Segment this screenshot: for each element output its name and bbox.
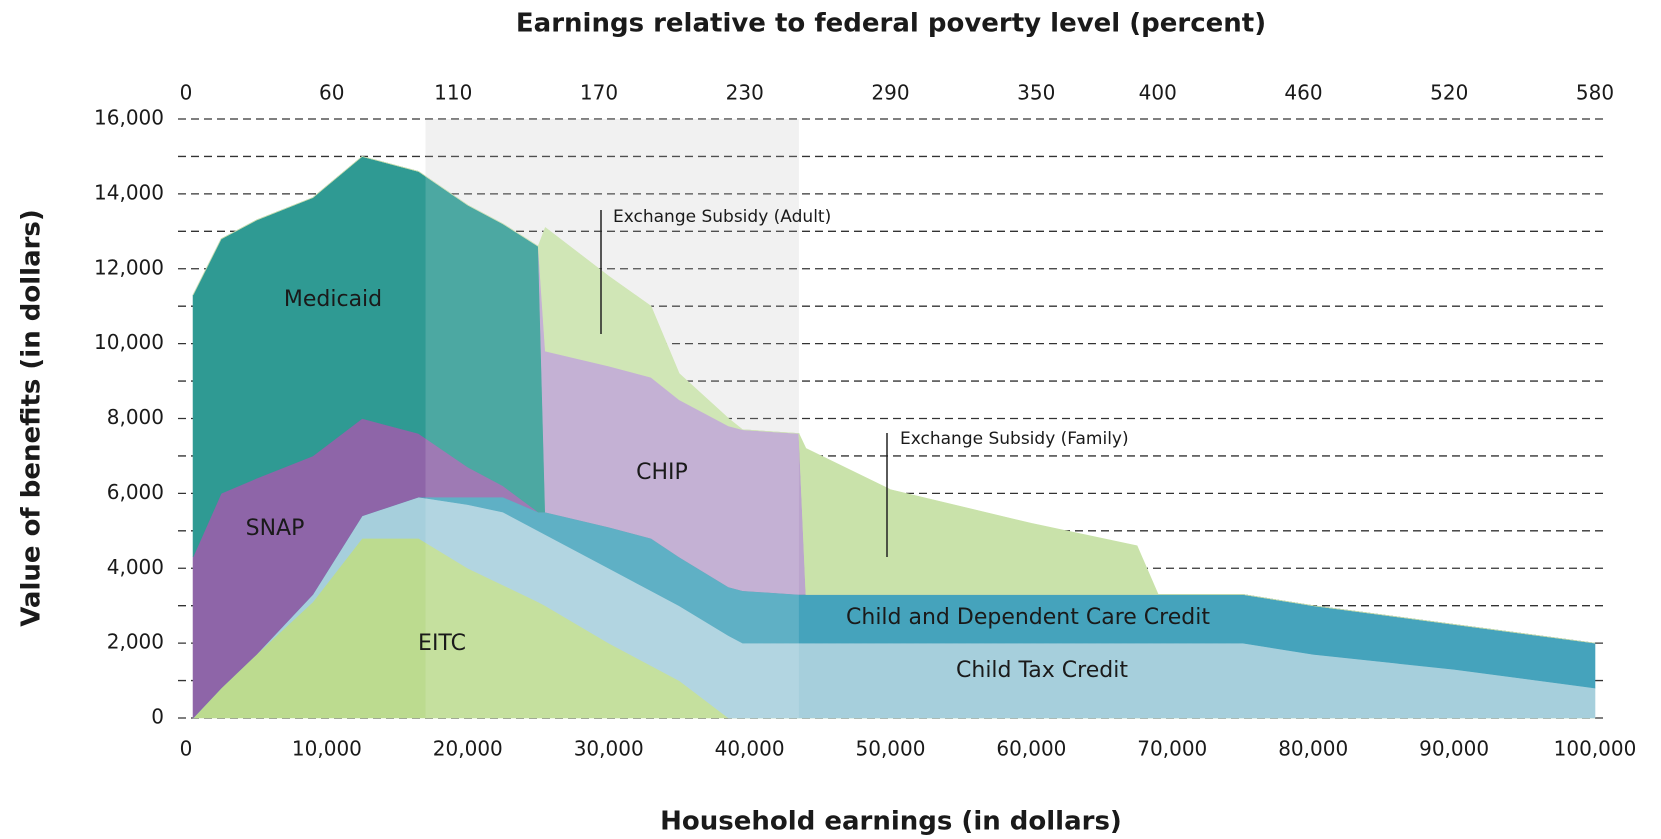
x2-tick-label: 350 (1017, 81, 1055, 105)
x-tick-label: 40,000 (715, 737, 785, 761)
x2-tick-label: 170 (580, 81, 618, 105)
x2-tick-label: 60 (319, 81, 344, 105)
x-tick-label: 20,000 (433, 737, 503, 761)
series-label: Child and Dependent Care Credit (846, 605, 1210, 630)
series-label: SNAP (246, 516, 305, 541)
x2-tick-label: 520 (1430, 81, 1468, 105)
series-label: Medicaid (284, 287, 382, 312)
x2-tick-label: 110 (434, 81, 472, 105)
x2-tick-label: 0 (180, 81, 193, 105)
y-tick-label: 6,000 (107, 480, 164, 504)
series-label: Exchange Subsidy (Family) (900, 429, 1129, 449)
x-tick-label: 100,000 (1554, 737, 1637, 761)
y-tick-label: 16,000 (94, 106, 164, 130)
y-tick-label: 2,000 (107, 630, 164, 654)
area (192, 156, 1596, 644)
y-tick-label: 10,000 (94, 330, 164, 354)
x2-tick-label: 400 (1139, 81, 1177, 105)
series-label: Exchange Subsidy (Adult) (613, 207, 831, 227)
x-axis-title: Household earnings (in dollars) (660, 807, 1122, 837)
x-tick-label: 10,000 (292, 737, 362, 761)
x2-tick-label: 290 (871, 81, 909, 105)
series-label: CHIP (636, 460, 688, 485)
x2-tick-label: 460 (1284, 81, 1322, 105)
x2-tick-label: 230 (726, 81, 764, 105)
x2-axis-title: Earnings relative to federal poverty lev… (516, 9, 1266, 39)
x-tick-label: 80,000 (1278, 737, 1348, 761)
x-tick-label: 30,000 (574, 737, 644, 761)
y-tick-label: 12,000 (94, 255, 164, 279)
y-tick-label: 14,000 (94, 180, 164, 204)
y-tick-label: 4,000 (107, 555, 164, 579)
shaded-overlay (425, 119, 799, 718)
y-tick-label: 8,000 (107, 405, 164, 429)
series-label: EITC (418, 631, 466, 656)
x-tick-label: 50,000 (856, 737, 926, 761)
x-tick-label: 90,000 (1419, 737, 1489, 761)
series-label: Child Tax Credit (956, 658, 1128, 683)
x2-tick-label: 580 (1576, 81, 1614, 105)
y-tick-label: 0 (151, 705, 164, 729)
x-tick-label: 60,000 (996, 737, 1066, 761)
x-tick-label: 70,000 (1137, 737, 1207, 761)
y-axis-title: Value of benefits (in dollars) (17, 209, 47, 627)
x-tick-label: 0 (180, 737, 193, 761)
